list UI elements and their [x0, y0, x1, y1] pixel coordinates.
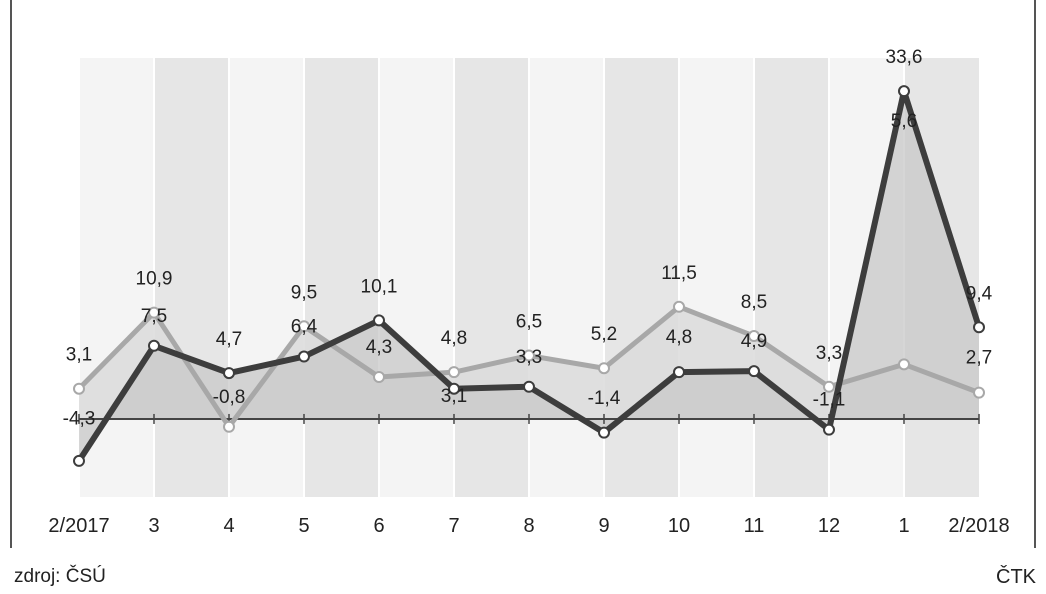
column-band	[379, 58, 454, 497]
light-series-data-label: 4,8	[441, 328, 467, 349]
dark-series-data-label: -4,3	[63, 409, 96, 430]
x-tick-label: 7	[448, 515, 459, 537]
dark-series-data-label: 3,3	[516, 347, 542, 368]
light-series-data-label: 8,5	[741, 292, 767, 313]
dark-series-point	[148, 339, 160, 352]
light-series-data-label: 9,5	[291, 282, 317, 303]
dark-series-point	[73, 454, 85, 467]
column-band	[454, 58, 529, 497]
agency-label: ČTK	[996, 566, 1036, 588]
dark-series-data-label: 10,1	[361, 276, 398, 297]
x-tick-label: 8	[523, 515, 534, 537]
light-series-point	[523, 349, 535, 362]
dark-series-data-label: 4,8	[666, 327, 692, 348]
light-series-point	[823, 380, 835, 393]
dark-series-point	[373, 314, 385, 327]
dark-series-data-label: 6,4	[291, 317, 318, 338]
dark-series-point	[973, 321, 985, 334]
x-tick-label: 3	[148, 515, 159, 537]
dark-series-data-label: -1,4	[588, 388, 621, 409]
column-band	[229, 58, 304, 497]
dark-series-data-label: -1,1	[813, 390, 846, 411]
light-series-point	[73, 382, 85, 395]
x-tick-label: 9	[598, 515, 609, 537]
dark-series-point	[298, 350, 310, 363]
light-series-data-label: 2,7	[966, 347, 992, 368]
dark-series-point	[523, 380, 535, 393]
x-tick-label: 4	[223, 515, 234, 537]
dark-series-point	[223, 367, 235, 380]
dark-series-point	[898, 85, 910, 98]
dark-series-data-label: 9,4	[966, 283, 993, 304]
light-series-point	[673, 300, 685, 313]
dark-series-data-label: 7,5	[141, 306, 167, 327]
light-series-point	[973, 386, 985, 399]
x-tick-label: 11	[744, 515, 765, 537]
x-tick-label: 10	[668, 515, 690, 537]
light-series-data-label: 11,5	[661, 263, 697, 284]
light-series-data-label: 5,6	[891, 111, 917, 132]
frame-left-border	[10, 0, 12, 548]
light-series-data-label: 3,3	[816, 343, 842, 364]
dark-series-point	[823, 423, 835, 436]
column-band	[154, 58, 229, 497]
light-series-data-label: 10,9	[136, 269, 173, 290]
light-series-point	[298, 320, 310, 333]
x-tick-label: 6	[373, 515, 384, 537]
light-series-point	[898, 358, 910, 371]
light-series-point	[448, 366, 460, 379]
light-series-point	[373, 371, 385, 384]
x-tick-label: 5	[298, 515, 309, 537]
frame-right-border	[1034, 0, 1036, 548]
source-label: zdroj: ČSÚ	[14, 566, 106, 587]
dark-series-area	[79, 91, 979, 461]
dark-series-data-label: 4,9	[741, 331, 767, 352]
dark-series-data-label: 33,6	[886, 47, 923, 68]
column-band	[529, 58, 604, 497]
light-series-data-label: 5,2	[591, 324, 617, 345]
dark-series-data-label: 4,7	[216, 329, 242, 350]
dark-series-point	[598, 426, 610, 439]
x-tick-label: 2/2017	[48, 515, 109, 537]
light-series-data-label: -0,8	[213, 387, 246, 408]
dark-series-point	[448, 382, 460, 395]
light-series-point	[748, 330, 760, 343]
light-series-data-label: 3,1	[66, 345, 92, 366]
x-tick-label: 1	[898, 515, 909, 537]
dark-series-data-label: 3,1	[441, 386, 467, 407]
x-tick-label: 12	[818, 515, 840, 537]
light-series-point	[598, 362, 610, 375]
light-series-data-label: 6,5	[516, 312, 542, 333]
column-band	[304, 58, 379, 497]
light-series-data-label: 4,3	[366, 337, 392, 358]
column-band	[679, 58, 754, 497]
column-band	[754, 58, 829, 497]
x-tick-label: 2/2018	[948, 515, 1009, 537]
dark-series-point	[748, 365, 760, 378]
light-series-point	[148, 306, 160, 319]
light-series-point	[223, 420, 235, 433]
dark-series-point	[673, 366, 685, 379]
